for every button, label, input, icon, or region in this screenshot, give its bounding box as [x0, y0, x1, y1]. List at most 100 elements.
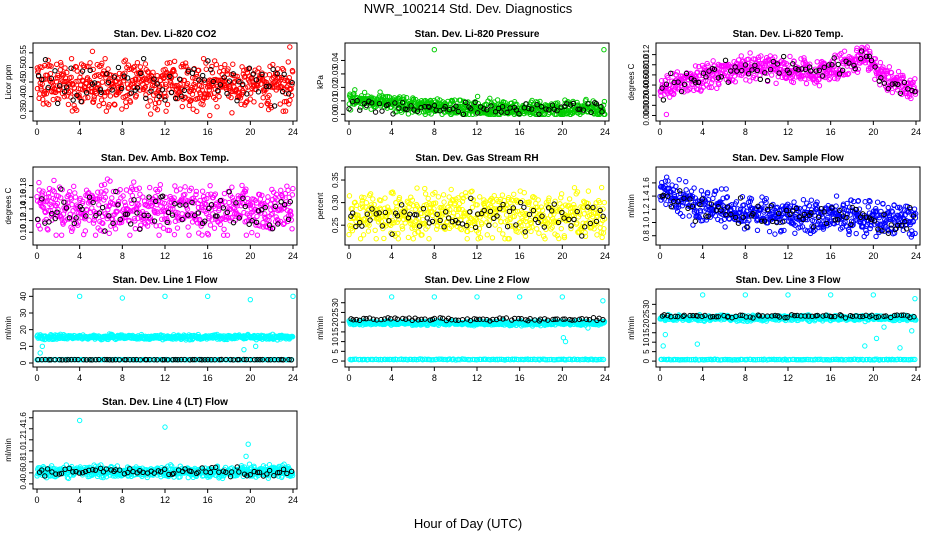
- data-point: [816, 76, 822, 83]
- data-point: [359, 223, 365, 229]
- data-point: [185, 212, 191, 218]
- x-tick-label: 8: [743, 251, 748, 261]
- data-point: [151, 218, 158, 224]
- data-point: [244, 195, 251, 202]
- data-point: [408, 103, 414, 109]
- data-point: [581, 211, 587, 217]
- data-point: [546, 107, 552, 113]
- data-point: [382, 195, 388, 201]
- data-point: [206, 213, 212, 220]
- data-point: [689, 78, 696, 85]
- data-point: [432, 189, 438, 196]
- figure-title: NWR_100214 Std. Dev. Diagnostics: [363, 1, 573, 16]
- data-point: [117, 216, 123, 223]
- data-point: [181, 77, 188, 83]
- data-point: [142, 84, 148, 90]
- data-point: [112, 226, 119, 232]
- data-point: [683, 70, 690, 77]
- x-tick-label: 20: [557, 127, 567, 137]
- y-tick-label: 1.0: [642, 216, 651, 228]
- data-point: [426, 104, 432, 110]
- data-point: [126, 66, 132, 73]
- x-tick-label: 0: [657, 127, 662, 137]
- x-tick-label: 4: [77, 373, 82, 383]
- data-point: [502, 99, 508, 106]
- data-point: [373, 236, 379, 242]
- data-point: [908, 95, 914, 102]
- data-point: [136, 202, 142, 208]
- y-tick-label: 0.25: [331, 217, 340, 233]
- data-point: [251, 99, 257, 105]
- data-point: [42, 57, 49, 63]
- data-point: [521, 204, 527, 210]
- data-point: [111, 74, 118, 80]
- data-point: [179, 211, 185, 217]
- data-point: [835, 61, 841, 68]
- data-point: [749, 67, 755, 73]
- data-point: [465, 99, 471, 105]
- data-point: [542, 236, 548, 242]
- y-tick-label: 0.16: [19, 189, 28, 205]
- data-point: [725, 64, 731, 70]
- x-tick-label: 24: [288, 373, 298, 383]
- x-tick-label: 0: [34, 127, 39, 137]
- data-point: [456, 206, 462, 212]
- data-point: [363, 200, 370, 206]
- x-tick-label: 16: [826, 127, 836, 137]
- data-point: [523, 101, 529, 107]
- data-point: [99, 79, 106, 85]
- data-point: [579, 224, 585, 230]
- data-point: [68, 65, 74, 71]
- data-point: [91, 96, 97, 102]
- data-point: [246, 65, 253, 71]
- data-point: [71, 220, 78, 227]
- data-point: [99, 60, 105, 67]
- data-point: [269, 210, 275, 217]
- data-point: [46, 101, 52, 108]
- data-point: [55, 87, 61, 94]
- data-point: [414, 108, 421, 114]
- data-point: [574, 220, 580, 226]
- data-point: [526, 105, 532, 112]
- data-point: [249, 229, 255, 236]
- data-point: [289, 192, 296, 198]
- data-point: [889, 89, 896, 96]
- data-point: [147, 111, 154, 117]
- data-point: [681, 81, 688, 87]
- data-point: [678, 88, 685, 95]
- data-point: [601, 199, 607, 206]
- data-point: [872, 64, 878, 70]
- data-point: [95, 80, 101, 87]
- data-point: [156, 99, 162, 106]
- data-point: [440, 192, 447, 198]
- data-point: [199, 72, 206, 79]
- data-point: [479, 221, 485, 227]
- data-point: [229, 184, 235, 190]
- data-point: [484, 232, 490, 238]
- data-point: [34, 216, 41, 222]
- x-tick-label: 4: [77, 251, 82, 261]
- data-point: [137, 191, 143, 197]
- x-tick-label: 24: [600, 251, 610, 261]
- data-point: [366, 222, 372, 228]
- data-point: [164, 60, 170, 66]
- data-point: [900, 74, 906, 81]
- data-point: [570, 100, 577, 107]
- data-point: [796, 65, 802, 72]
- y-tick-label: 0.35: [19, 103, 28, 119]
- data-point: [716, 81, 722, 88]
- data-point: [394, 204, 400, 210]
- data-point: [394, 213, 401, 219]
- outlier-point: [601, 46, 607, 53]
- data-point: [660, 97, 667, 103]
- x-tick-label: 16: [203, 373, 213, 383]
- data-point: [68, 74, 74, 81]
- data-point: [864, 44, 870, 50]
- data-point: [251, 196, 257, 203]
- y-axis-label: ml/min: [627, 194, 636, 218]
- data-point: [242, 203, 248, 210]
- y-tick-label: 40: [19, 291, 28, 300]
- data-point: [395, 230, 401, 237]
- data-point: [520, 217, 526, 224]
- data-point: [499, 192, 506, 198]
